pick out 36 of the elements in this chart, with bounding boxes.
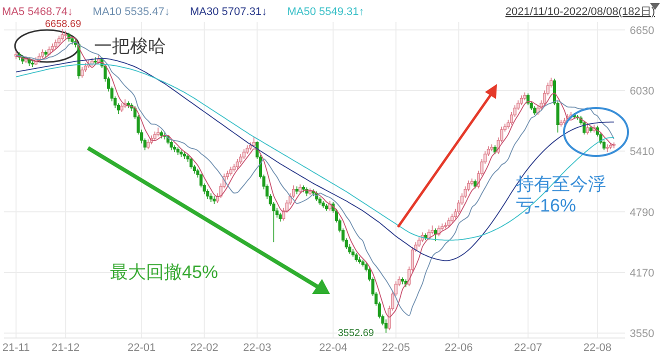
series-label: MA5 5468.74↓ (2, 6, 73, 18)
annotation: 6658.69 (45, 19, 82, 30)
y-tick-label: 4170 (630, 267, 654, 280)
x-tick-label: 22-02 (190, 342, 218, 354)
x-tick-label: 22-08 (583, 342, 612, 354)
candlestick (80, 66, 84, 78)
annotation: 一把梭哈 (94, 36, 166, 56)
candlestick (170, 140, 173, 151)
candlestick (586, 124, 590, 135)
x-tick-label: 22-05 (382, 342, 410, 354)
x-tick-label: 22-03 (243, 342, 272, 354)
x-tick-label: 21-11 (2, 342, 30, 354)
candlestick (190, 156, 193, 170)
y-tick-label: 4790 (630, 206, 654, 219)
text: MA10 5535.47↓ (92, 6, 170, 18)
y-tick-label: 6650 (630, 24, 654, 37)
text: 2021/11/10-2022/08/08(182日) (505, 6, 655, 18)
y-tick-label: 6030 (630, 85, 654, 98)
x-tick-label: 22-04 (319, 342, 348, 354)
candlestick (520, 94, 523, 106)
candlestick (60, 28, 64, 41)
x-tick-label: 22-06 (444, 342, 473, 354)
candlestick (31, 60, 34, 68)
candlestick (447, 217, 450, 228)
y-tick-label: 3550 (630, 328, 654, 340)
text: MA50 5549.31↑ (287, 6, 364, 18)
annotation: 最大回撤45% (110, 262, 218, 282)
candlestick (582, 120, 586, 135)
annotation: 3552.69 (338, 328, 374, 339)
y-tick-label: 5410 (630, 146, 654, 158)
candlestick (146, 139, 150, 150)
text: MA30 5707.31↓ (190, 6, 268, 18)
x-tick-label: 22-01 (128, 342, 156, 354)
candlestick (64, 30, 68, 40)
x-tick-label: 22-07 (514, 342, 542, 354)
x-tick-label: 21-12 (52, 342, 80, 354)
